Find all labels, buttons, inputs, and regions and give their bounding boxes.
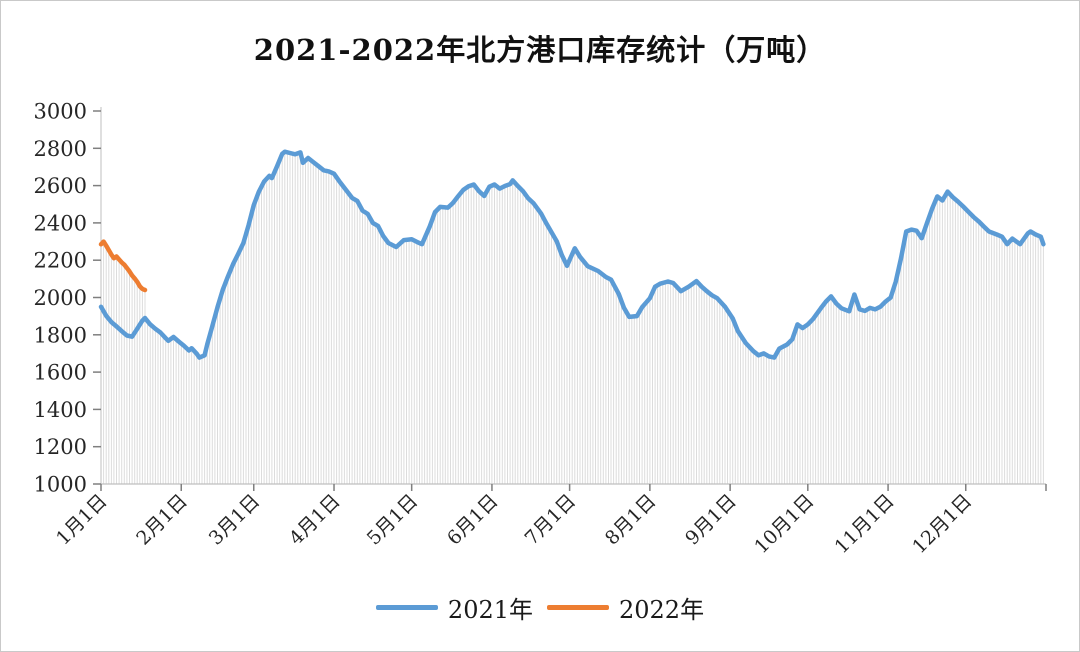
x-axis-label: 5月1日 (363, 490, 423, 550)
legend-line-swatch-2022 (547, 605, 609, 610)
y-axis-label: 1600 (34, 361, 87, 385)
legend-line-swatch-2021 (375, 605, 438, 610)
y-axis-label: 2000 (34, 286, 87, 310)
x-axis-label: 9月1日 (681, 490, 741, 550)
x-axis-label: 11月1日 (831, 490, 899, 558)
x-axis-label: 1月1日 (52, 490, 112, 550)
y-axis-label: 1400 (34, 398, 87, 422)
legend-item-2021: 2021年 (375, 590, 533, 625)
y-axis-label: 2200 (34, 249, 87, 273)
legend-label-2022: 2022年 (619, 596, 705, 624)
series-line-2021年 (98, 149, 1046, 360)
series-line-2022年 (98, 239, 148, 293)
legend-item-2022: 2022年 (547, 590, 704, 625)
y-axis-label: 1200 (34, 435, 87, 459)
y-axis-label: 3000 (34, 100, 87, 124)
x-axis-label: 7月1日 (521, 490, 581, 550)
x-axis-label: 12月1日 (908, 490, 976, 558)
x-axis-label: 8月1日 (601, 490, 661, 550)
y-axis-label: 2800 (34, 137, 87, 161)
x-axis-label: 6月1日 (443, 490, 503, 550)
y-axis-label: 2400 (34, 211, 87, 235)
y-axis-label: 1000 (34, 473, 87, 497)
chart-legend: 2021年 2022年 (1, 590, 1079, 625)
y-axis-label: 1800 (34, 323, 87, 347)
x-axis-label: 4月1日 (285, 490, 345, 550)
chart-title: 2021-2022年北方港口库存统计（万吨） (253, 33, 827, 67)
x-axis-label: 2月1日 (132, 490, 192, 550)
legend-label-2021: 2021年 (447, 596, 533, 624)
y-axis-label: 2600 (34, 174, 87, 198)
x-axis-label: 10月1日 (750, 490, 818, 558)
x-axis-label: 3月1日 (205, 490, 265, 550)
